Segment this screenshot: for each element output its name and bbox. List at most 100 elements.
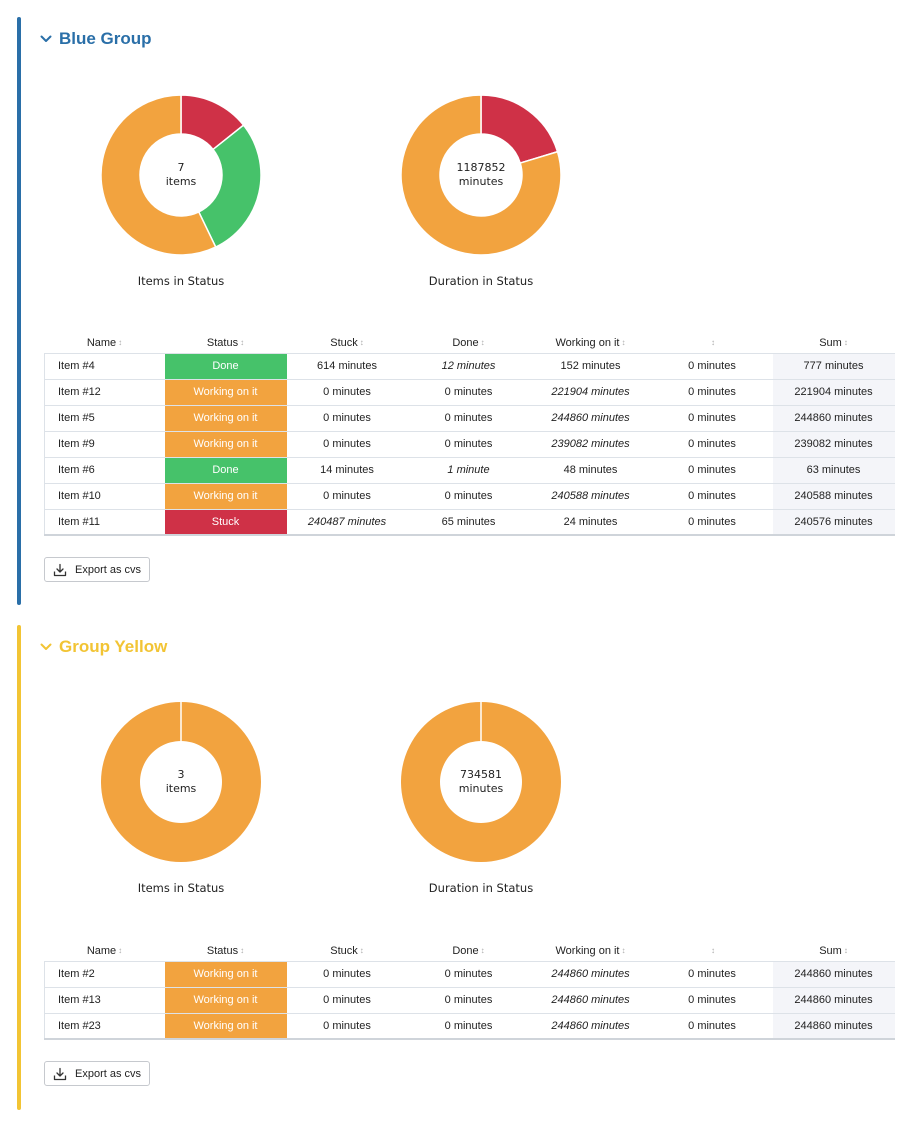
group-color-bar xyxy=(17,625,21,1110)
cell-status[interactable]: Working on it xyxy=(164,482,287,509)
column-header-sum[interactable]: Sum ↕ xyxy=(773,939,895,961)
group-header-toggle[interactable]: Blue Group xyxy=(39,19,152,59)
donut-center-unit: items xyxy=(165,782,197,795)
table-row[interactable]: Item #5 Working on it 0 minutes 0 minutes 24… xyxy=(44,404,895,431)
cell-name: Item #5 xyxy=(44,404,165,431)
sort-icon[interactable]: ↕ xyxy=(359,945,364,955)
donut-segment-working-on-it[interactable] xyxy=(101,95,217,255)
cell-working: 221904 minutes xyxy=(529,378,652,405)
column-header-label: Done xyxy=(452,336,479,349)
download-icon xyxy=(53,1067,67,1080)
cell-sum: 777 minutes xyxy=(772,352,895,379)
table-row[interactable]: Item #10 Working on it 0 minutes 0 minutes 2… xyxy=(44,482,895,509)
column-header-other[interactable]: ↕ xyxy=(652,331,773,353)
cell-sum: 244860 minutes xyxy=(772,960,895,987)
group-header-toggle[interactable]: Group Yellow xyxy=(39,627,167,667)
cell-other: 0 minutes xyxy=(651,430,773,457)
cell-stuck: 0 minutes xyxy=(286,378,408,405)
column-header-stuck[interactable]: Stuck ↕ xyxy=(287,939,408,961)
donut-center-value: 3 xyxy=(177,768,185,781)
sort-icon[interactable]: ↕ xyxy=(843,337,848,347)
cell-other: 0 minutes xyxy=(651,456,773,483)
cell-name: Item #23 xyxy=(44,1012,165,1040)
donut-segment-working-on-it[interactable] xyxy=(401,702,561,862)
sort-icon[interactable]: ↕ xyxy=(621,337,626,347)
column-header-label: Sum xyxy=(819,944,842,957)
sort-icon[interactable]: ↕ xyxy=(480,945,485,955)
cell-working: 239082 minutes xyxy=(529,430,652,457)
donut-center-text: 1187852 minutes xyxy=(401,95,561,255)
sort-icon[interactable]: ↕ xyxy=(843,945,848,955)
column-header-done[interactable]: Done ↕ xyxy=(408,939,530,961)
column-header-name[interactable]: Name ↕ xyxy=(45,939,165,961)
sort-icon[interactable]: ↕ xyxy=(118,337,123,347)
sort-icon[interactable]: ↕ xyxy=(621,945,626,955)
table-row[interactable]: Item #4 Done 614 minutes 12 minutes 152 minu… xyxy=(44,352,895,379)
donut-center-unit: items xyxy=(165,175,197,188)
column-header-name[interactable]: Name ↕ xyxy=(45,331,165,353)
sort-icon[interactable]: ↕ xyxy=(480,337,485,347)
cell-status[interactable]: Stuck xyxy=(164,508,287,536)
donut-segment-working-on-it[interactable] xyxy=(401,95,561,255)
cell-stuck: 0 minutes xyxy=(286,404,408,431)
cell-status[interactable]: Working on it xyxy=(164,986,287,1013)
cell-status[interactable]: Working on it xyxy=(164,430,287,457)
donut-segment-done[interactable] xyxy=(197,124,261,249)
cell-status[interactable]: Working on it xyxy=(164,1012,287,1040)
column-header-sum[interactable]: Sum ↕ xyxy=(773,331,895,353)
table-row[interactable]: Item #2 Working on it 0 minutes 0 minutes 24… xyxy=(44,960,895,987)
cell-status[interactable]: Working on it xyxy=(164,404,287,431)
cell-working: 244860 minutes xyxy=(529,960,652,987)
cell-status[interactable]: Done xyxy=(164,352,287,379)
sort-icon[interactable]: ↕ xyxy=(240,945,245,955)
table-header-row: Name ↕ Status ↕ Stuck ↕ Done ↕ Working on it ↕ ↕ Su… xyxy=(45,331,895,353)
donut-chart xyxy=(401,95,561,255)
cell-status[interactable]: Done xyxy=(164,456,287,483)
cell-done: 0 minutes xyxy=(407,404,530,431)
export-csv-button[interactable]: Export as cvs xyxy=(44,1061,151,1086)
cell-stuck: 0 minutes xyxy=(286,482,408,509)
column-header-status[interactable]: Status ↕ xyxy=(165,331,287,353)
group-section: Blue Group 7 items Items in Status 1187852 mi… xyxy=(17,17,907,605)
column-header-done[interactable]: Done ↕ xyxy=(408,331,530,353)
donut-segment-working-on-it[interactable] xyxy=(101,702,261,862)
sort-icon[interactable]: ↕ xyxy=(711,337,715,347)
sort-icon[interactable]: ↕ xyxy=(240,337,245,347)
group-color-bar xyxy=(17,17,21,605)
duration-in-status-chart: 1187852 minutes Duration in Status xyxy=(401,95,561,288)
cell-name: Item #10 xyxy=(44,482,165,509)
export-csv-button[interactable]: Export as cvs xyxy=(44,557,151,582)
cell-done: 0 minutes xyxy=(407,986,530,1013)
cell-name: Item #6 xyxy=(44,456,165,483)
cell-sum: 221904 minutes xyxy=(772,378,895,405)
table-row[interactable]: Item #12 Working on it 0 minutes 0 minutes 2… xyxy=(44,378,895,405)
cell-other: 0 minutes xyxy=(651,482,773,509)
cell-sum: 63 minutes xyxy=(772,456,895,483)
column-header-working[interactable]: Working on it ↕ xyxy=(530,939,652,961)
cell-working: 244860 minutes xyxy=(529,1012,652,1040)
sort-icon[interactable]: ↕ xyxy=(711,945,715,955)
cell-status[interactable]: Working on it xyxy=(164,378,287,405)
table-row[interactable]: Item #9 Working on it 0 minutes 0 minutes 23… xyxy=(44,430,895,457)
donut-center-text: 7 items xyxy=(101,95,261,255)
cell-stuck: 0 minutes xyxy=(286,960,408,987)
cell-stuck: 0 minutes xyxy=(286,430,408,457)
sort-icon[interactable]: ↕ xyxy=(359,337,364,347)
cell-status[interactable]: Working on it xyxy=(164,960,287,987)
table-row[interactable]: Item #13 Working on it 0 minutes 0 minutes 2… xyxy=(44,986,895,1013)
column-header-status[interactable]: Status ↕ xyxy=(165,939,287,961)
column-header-other[interactable]: ↕ xyxy=(652,939,773,961)
table-row[interactable]: Item #6 Done 14 minutes 1 minute 48 minutes 0… xyxy=(44,456,895,483)
cell-name: Item #12 xyxy=(44,378,165,405)
sort-icon[interactable]: ↕ xyxy=(118,945,123,955)
column-header-label: Status xyxy=(206,336,239,349)
cell-stuck: 0 minutes xyxy=(286,1012,408,1040)
duration-in-status-chart: 734581 minutes Duration in Status xyxy=(401,702,561,895)
column-header-stuck[interactable]: Stuck ↕ xyxy=(287,331,408,353)
table-row[interactable]: Item #23 Working on it 0 minutes 0 minutes 2… xyxy=(44,1012,895,1040)
cell-working: 24 minutes xyxy=(529,508,652,536)
table-row[interactable]: Item #11 Stuck 240487 minutes 65 minutes 24 … xyxy=(44,508,895,536)
column-header-working[interactable]: Working on it ↕ xyxy=(530,331,652,353)
cell-stuck: 240487 minutes xyxy=(286,508,408,536)
chevron-down-icon xyxy=(40,643,52,650)
